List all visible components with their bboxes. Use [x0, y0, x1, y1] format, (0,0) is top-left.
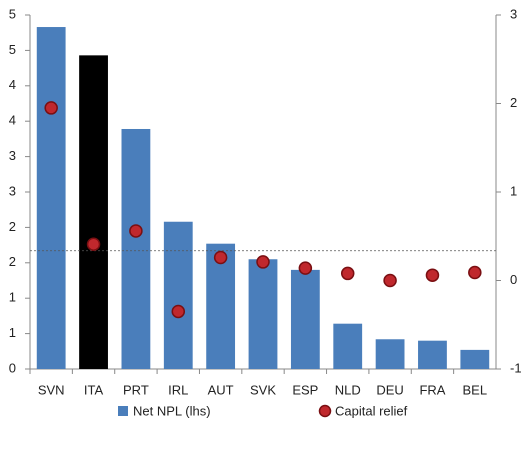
bar — [36, 27, 66, 369]
y-tick-label: 4 — [9, 77, 16, 92]
bar — [248, 259, 278, 369]
x-tick-label: BEL — [463, 382, 488, 397]
x-tick-label: SVN — [38, 382, 65, 397]
y2-tick-label: 0 — [510, 272, 517, 287]
y-tick-label: 4 — [9, 113, 16, 128]
bar — [418, 340, 447, 369]
dot — [86, 237, 101, 251]
dot — [129, 224, 143, 238]
x-tick-label: ESP — [292, 382, 318, 397]
y-tick-label: 1 — [9, 290, 16, 305]
dot — [256, 255, 270, 269]
x-tick-label: ITA — [84, 382, 104, 397]
dot — [298, 261, 313, 275]
y2-tick-label: 2 — [510, 95, 517, 110]
legend-swatch — [318, 404, 332, 418]
y2-tick-label: 1 — [510, 183, 517, 198]
y-tick-label: 2 — [9, 254, 16, 269]
x-tick-label: DEU — [376, 382, 403, 397]
dot — [44, 101, 58, 115]
y2-tick-label: -1 — [510, 360, 522, 375]
bar — [121, 128, 151, 369]
legend-label: Capital relief — [335, 403, 408, 418]
bar — [79, 55, 108, 370]
y-tick-label: 5 — [9, 42, 16, 57]
y2-tick-label: 3 — [510, 6, 517, 21]
legend-swatch — [118, 406, 128, 416]
dot — [468, 265, 482, 280]
dot — [171, 304, 186, 319]
bar — [375, 339, 405, 369]
y-tick-label: 5 — [9, 6, 16, 21]
legend-label: Net NPL (lhs) — [133, 403, 211, 418]
dot — [213, 250, 228, 265]
bar — [333, 323, 363, 369]
x-tick-label: PRT — [123, 382, 149, 397]
y-tick-label: 0 — [9, 360, 16, 375]
x-tick-label: FRA — [419, 382, 445, 397]
bar — [460, 349, 490, 369]
y-tick-label: 2 — [9, 219, 16, 234]
y-tick-label: 3 — [9, 183, 16, 198]
bar — [290, 269, 320, 369]
y-tick-label: 1 — [9, 325, 16, 340]
dot — [425, 268, 440, 282]
dot — [383, 273, 397, 288]
x-tick-label: IRL — [168, 382, 188, 397]
dot — [340, 266, 355, 281]
y-tick-label: 3 — [9, 148, 16, 163]
x-tick-label: NLD — [335, 382, 361, 397]
bar — [206, 243, 236, 369]
x-tick-label: SVK — [250, 382, 276, 397]
bar — [163, 221, 193, 369]
x-tick-label: AUT — [208, 382, 234, 397]
